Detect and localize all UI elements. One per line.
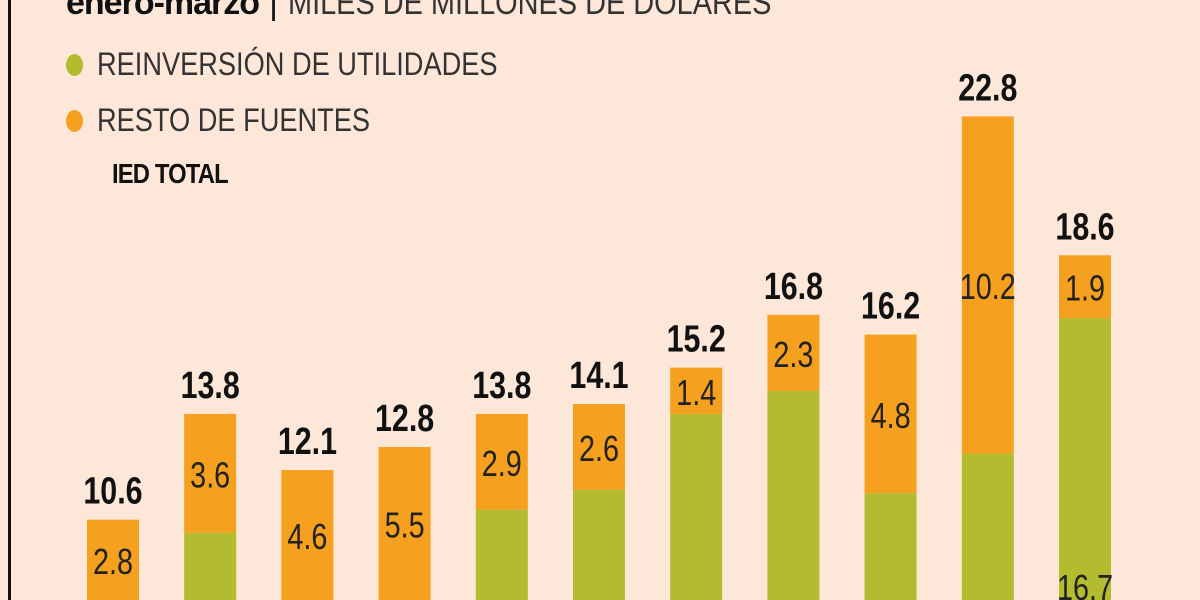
label-total: 12.8 bbox=[375, 398, 434, 440]
bar-reinversion bbox=[184, 532, 237, 600]
bar-resto bbox=[87, 519, 139, 600]
legend-dot-green bbox=[66, 53, 83, 76]
label-total: 16.8 bbox=[764, 266, 823, 308]
bar-resto bbox=[961, 116, 1014, 454]
label-resto: 2.9 bbox=[482, 443, 522, 484]
bar-reinversion bbox=[767, 390, 820, 600]
bar-resto bbox=[475, 413, 528, 510]
bar-resto bbox=[670, 367, 723, 414]
legend-item-resto: RESTO DE FUENTES bbox=[66, 102, 418, 139]
bar-resto bbox=[864, 334, 917, 494]
label-resto: 1.9 bbox=[1065, 268, 1105, 309]
label-resto: 2.6 bbox=[579, 428, 619, 469]
legend-dot-orange bbox=[66, 109, 83, 132]
bar-resto bbox=[184, 413, 237, 533]
bar-resto bbox=[573, 403, 625, 490]
label-reinversion: 16.7 bbox=[1057, 567, 1113, 600]
legend-total: IED TOTAL bbox=[112, 158, 229, 189]
title-period: enero-marzo bbox=[66, 0, 260, 22]
label-resto: 4.6 bbox=[287, 516, 327, 557]
label-resto: 3.6 bbox=[190, 454, 230, 495]
bar-resto bbox=[378, 446, 431, 600]
title-unit: MILES DE MILLONES DE DOLARES bbox=[287, 0, 772, 22]
bar-reinversion bbox=[1059, 318, 1111, 600]
legend-item-reinversion: REINVERSIÓN DE UTILIDADES bbox=[66, 46, 568, 83]
bar-reinversion bbox=[475, 509, 528, 600]
chart-title: enero-marzo | MILES DE MILLONES DE DOLARES bbox=[66, 0, 857, 23]
legend-label: RESTO DE FUENTES bbox=[97, 102, 371, 138]
label-total: 22.8 bbox=[958, 67, 1017, 109]
label-resto: 10.2 bbox=[960, 266, 1016, 307]
bar-resto bbox=[281, 470, 334, 600]
bar-reinversion bbox=[961, 453, 1014, 600]
label-total: 15.2 bbox=[667, 319, 726, 361]
label-total: 18.6 bbox=[1055, 206, 1114, 248]
label-resto: 4.8 bbox=[871, 395, 911, 436]
label-resto: 1.4 bbox=[676, 372, 716, 413]
label-total: 10.6 bbox=[83, 471, 142, 513]
label-resto: 2.3 bbox=[773, 334, 813, 375]
label-total: 12.1 bbox=[278, 421, 337, 463]
frame-line bbox=[8, 0, 11, 600]
label-resto: 2.8 bbox=[93, 541, 133, 582]
bar-reinversion bbox=[670, 413, 723, 600]
bar-resto bbox=[1059, 255, 1111, 319]
legend-label: REINVERSIÓN DE UTILIDADES bbox=[97, 46, 498, 82]
bar-reinversion bbox=[864, 493, 917, 600]
label-total: 13.8 bbox=[472, 365, 531, 407]
label-total: 13.8 bbox=[181, 365, 240, 407]
label-resto: 5.5 bbox=[385, 504, 425, 545]
label-total: 14.1 bbox=[569, 355, 628, 397]
label-total: 16.2 bbox=[861, 285, 920, 327]
bar-reinversion bbox=[573, 489, 625, 600]
bar-resto bbox=[767, 314, 820, 391]
